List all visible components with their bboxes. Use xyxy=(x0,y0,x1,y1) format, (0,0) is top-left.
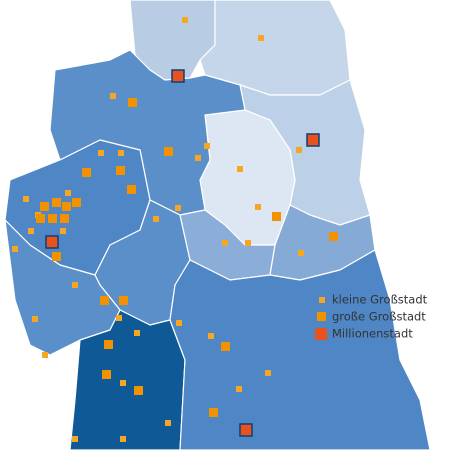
city-marker xyxy=(52,198,61,207)
city-marker xyxy=(245,240,251,246)
city-marker xyxy=(72,436,78,442)
legend: kleine Großstadt große Großstadt Million… xyxy=(315,293,428,341)
city-marker xyxy=(164,147,173,156)
city-marker xyxy=(118,150,124,156)
city-marker xyxy=(265,370,271,376)
city-marker xyxy=(298,250,304,256)
city-marker xyxy=(102,370,111,379)
city-marker xyxy=(45,235,59,249)
city-marker xyxy=(165,420,171,426)
city-marker xyxy=(82,168,91,177)
city-marker xyxy=(12,246,18,252)
city-marker xyxy=(120,380,126,386)
city-marker xyxy=(195,155,201,161)
city-marker xyxy=(153,216,159,222)
city-marker xyxy=(65,190,71,196)
city-marker xyxy=(119,296,128,305)
city-marker xyxy=(72,198,81,207)
city-marker xyxy=(134,386,143,395)
city-marker xyxy=(60,228,66,234)
city-marker xyxy=(32,316,38,322)
city-marker xyxy=(204,143,210,149)
city-marker xyxy=(100,296,109,305)
city-marker xyxy=(127,185,136,194)
city-marker xyxy=(171,69,185,83)
city-marker xyxy=(208,333,214,339)
city-marker xyxy=(116,166,125,175)
state xyxy=(169,249,431,450)
city-marker xyxy=(28,228,34,234)
city-marker xyxy=(134,330,140,336)
city-marker xyxy=(222,240,228,246)
legend-swatch xyxy=(319,297,325,303)
city-marker xyxy=(176,320,182,326)
city-marker xyxy=(60,214,69,223)
city-marker xyxy=(62,202,71,211)
city-marker xyxy=(128,98,137,107)
city-marker xyxy=(329,232,338,241)
city-marker xyxy=(104,340,113,349)
city-marker xyxy=(237,166,243,172)
legend-label: große Großstadt xyxy=(332,310,426,324)
city-marker xyxy=(120,436,126,442)
legend-label: kleine Großstadt xyxy=(332,293,428,307)
city-marker xyxy=(72,282,78,288)
city-marker xyxy=(258,35,264,41)
cities xyxy=(12,17,338,442)
city-marker xyxy=(110,93,116,99)
city-marker xyxy=(36,214,45,223)
city-marker xyxy=(116,315,122,321)
city-marker xyxy=(52,252,61,261)
city-marker xyxy=(255,204,261,210)
city-marker xyxy=(296,147,302,153)
city-marker xyxy=(98,150,104,156)
city-marker xyxy=(221,342,230,351)
city-marker xyxy=(272,212,281,221)
legend-swatch xyxy=(315,328,327,340)
city-marker xyxy=(182,17,188,23)
city-marker xyxy=(23,196,29,202)
city-marker xyxy=(48,214,57,223)
city-marker xyxy=(236,386,242,392)
legend-swatch xyxy=(317,312,326,321)
city-marker xyxy=(42,352,48,358)
city-marker xyxy=(209,408,218,417)
city-marker xyxy=(175,205,181,211)
city-marker xyxy=(40,202,49,211)
states xyxy=(4,0,431,450)
legend-label: Millionenstadt xyxy=(332,327,413,341)
city-marker xyxy=(239,423,253,437)
city-marker xyxy=(306,133,320,147)
